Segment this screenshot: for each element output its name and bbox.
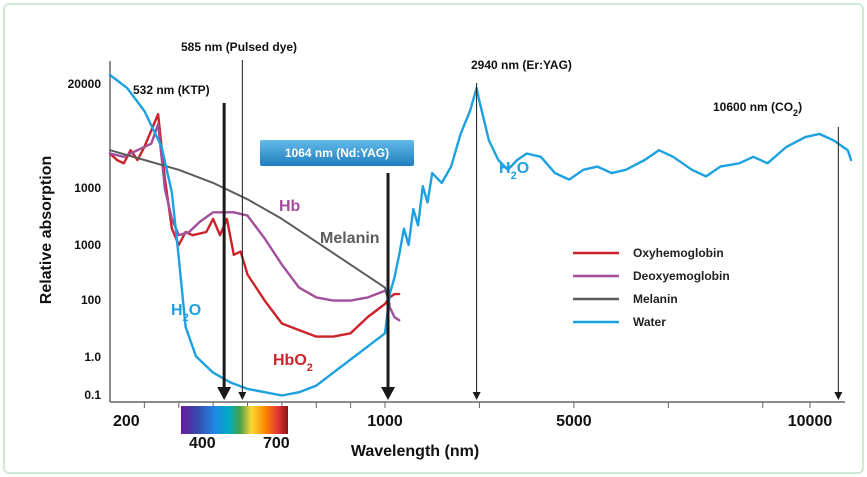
legend-label: Deoxyemoglobin [633, 269, 730, 283]
laser-label: 532 nm (KTP) [133, 83, 210, 97]
series-deoxyemoglobin [108, 122, 401, 322]
absorption-chart: Relative absorption 20000 1000 1000 100 1.0 0… [38, 40, 853, 460]
laser-label: 10600 nm (CO2) [713, 100, 802, 118]
spectrum-tick-700: 700 [263, 435, 290, 452]
curve-label: H2O [499, 160, 529, 182]
laser-label-box [260, 140, 414, 166]
chart-frame: Relative absorption 20000 1000 1000 100 1.0 0… [3, 3, 864, 474]
series-layer [108, 73, 853, 397]
x-tick-label: 10000 [788, 413, 833, 430]
legend-label: Oxyhemoglobin [633, 246, 724, 260]
laser-arrowhead [217, 387, 232, 400]
curve-label: Melanin [320, 230, 380, 247]
y-tick-label: 1.0 [84, 350, 101, 364]
y-tick-label: 0.1 [84, 388, 101, 402]
curve-labels: Hb Melanin HbO2 H2O H2O [171, 160, 529, 374]
laser-label: 2940 nm (Er:YAG) [471, 58, 572, 72]
legend: Oxyhemoglobin Deoxyemoglobin Melanin Water [573, 246, 730, 329]
curve-label: HbO2 [273, 352, 313, 374]
x-tick-label: 200 [113, 413, 140, 430]
y-tick-label: 20000 [68, 77, 102, 91]
laser-arrowhead [238, 392, 247, 400]
laser-arrowhead [472, 392, 481, 400]
y-tick-labels: 20000 1000 1000 100 1.0 0.1 [68, 77, 102, 402]
laser-label: 1064 nm (Nd:YAG) [285, 146, 389, 160]
x-tick-label: 5000 [556, 413, 592, 430]
curve-label: H2O [171, 302, 201, 324]
y-tick-label: 100 [81, 293, 101, 307]
x-tick-label: 1000 [367, 413, 403, 430]
x-axis-title: Wavelength (nm) [351, 443, 479, 460]
legend-label: Water [633, 315, 666, 329]
visible-spectrum-bar [181, 406, 288, 434]
spectrum-tick-400: 400 [189, 435, 216, 452]
y-tick-label: 1000 [74, 181, 101, 195]
legend-label: Melanin [633, 292, 678, 306]
laser-label: 585 nm (Pulsed dye) [181, 40, 297, 54]
curve-label: Hb [279, 198, 301, 215]
laser-arrowhead [834, 392, 843, 400]
series-water [108, 73, 853, 397]
laser-arrowhead [381, 387, 396, 400]
y-tick-label: 1000 [74, 238, 101, 252]
laser-lines: 532 nm (KTP) 585 nm (Pulsed dye) 1064 nm (… [133, 40, 843, 400]
series-melanin [109, 149, 391, 305]
y-axis-title: Relative absorption [38, 156, 55, 304]
